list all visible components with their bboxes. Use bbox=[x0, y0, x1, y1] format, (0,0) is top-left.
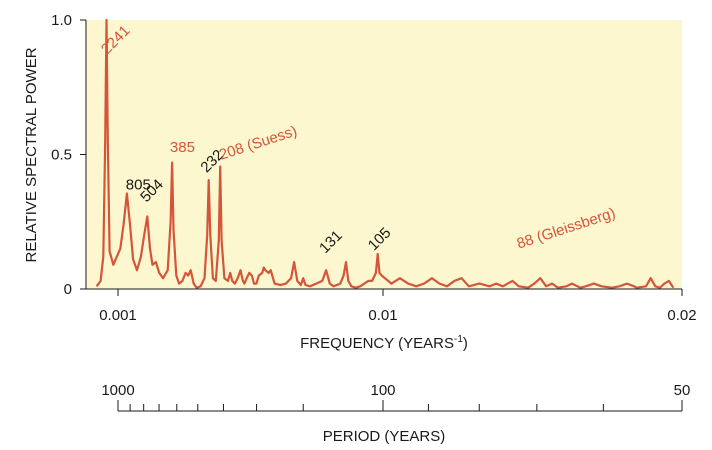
plot-area bbox=[86, 20, 682, 289]
x-axis-label-tail: ) bbox=[463, 335, 468, 352]
y-axis-label: RELATIVE SPECTRAL POWER bbox=[23, 47, 40, 262]
period-axis-label: PERIOD (YEARS) bbox=[323, 428, 446, 445]
peak-label-385: 385 bbox=[170, 139, 195, 156]
y-tick-label-1.0: 1.0 bbox=[51, 12, 72, 29]
y-tick-label-0: 0 bbox=[64, 281, 72, 298]
period-tick-label-50: 50 bbox=[674, 382, 691, 399]
x-axis-label-main: FREQUENCY (YEARS bbox=[300, 335, 454, 352]
period-tick-label-1000: 1000 bbox=[101, 382, 134, 399]
y-tick-label-0.5: 0.5 bbox=[51, 147, 72, 164]
peak-label-805: 805 bbox=[126, 177, 151, 194]
x-tick-label-0.001: 0.001 bbox=[99, 307, 137, 324]
x-tick-label-0.02: 0.02 bbox=[667, 307, 696, 324]
x-axis-label: FREQUENCY (YEARS-1) bbox=[300, 334, 468, 352]
x-tick-label-0.01: 0.01 bbox=[368, 307, 397, 324]
spectrum-line-0 bbox=[95, 18, 675, 289]
x-axis-label-sup: -1 bbox=[454, 334, 463, 345]
period-tick-label-100: 100 bbox=[370, 382, 395, 399]
